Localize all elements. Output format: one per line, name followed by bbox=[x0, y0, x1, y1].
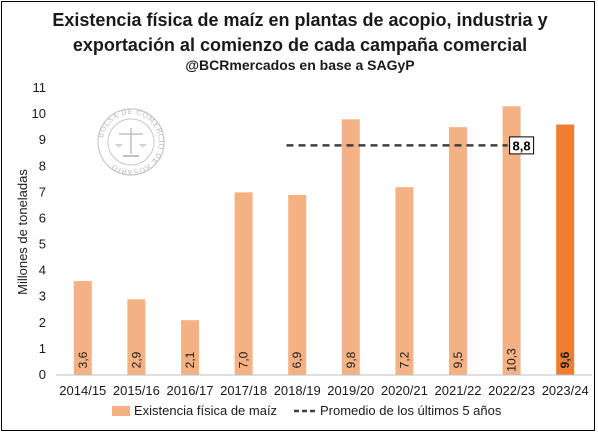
y-tick-label: 7 bbox=[39, 184, 46, 199]
bar-2016-17 bbox=[181, 320, 199, 375]
bar-data-label: 9,6 bbox=[558, 351, 572, 368]
y-tick-label: 11 bbox=[33, 80, 47, 95]
legend-label-average: Promedio de los últimos 5 años bbox=[320, 403, 502, 418]
bcr-seal-watermark: BOLSA DE COMERCIO DE ROSARIO bbox=[97, 108, 165, 176]
y-tick-label: 3 bbox=[39, 289, 46, 304]
legend-swatch-bar bbox=[112, 406, 130, 416]
seal-emblem-pan-left bbox=[115, 144, 123, 147]
y-tick-label: 1 bbox=[39, 341, 46, 356]
bar-data-label: 2,9 bbox=[129, 351, 143, 368]
chart-title-line-1: Existencia física de maíz en plantas de … bbox=[52, 10, 547, 30]
x-tick-label: 2020/21 bbox=[381, 383, 428, 398]
bar-2023-24 bbox=[556, 124, 575, 375]
average-value-label: 8,8 bbox=[513, 138, 531, 153]
y-tick-label: 10 bbox=[32, 106, 46, 121]
x-tick-label: 2023/24 bbox=[542, 383, 589, 398]
legend-label-bar: Existencia física de maíz bbox=[134, 403, 277, 418]
bar-data-label: 7,2 bbox=[397, 351, 411, 368]
bar-2019-20 bbox=[341, 119, 360, 376]
bar-2022-23 bbox=[502, 106, 521, 375]
bar-data-label: 6,9 bbox=[290, 351, 304, 368]
bar-data-label: 9,5 bbox=[451, 351, 465, 368]
bar-data-label: 9,8 bbox=[344, 351, 358, 368]
y-tick-label: 5 bbox=[39, 237, 46, 252]
y-tick-label: 6 bbox=[39, 210, 46, 225]
chart-legend: Existencia física de maíz Promedio de lo… bbox=[112, 403, 502, 418]
x-tick-label: 2022/23 bbox=[488, 383, 535, 398]
average-line-group: 8,8 bbox=[286, 136, 535, 155]
bar-data-label: 7,0 bbox=[237, 351, 251, 368]
bar-data-label: 2,1 bbox=[183, 351, 197, 368]
x-tick-label: 2017/18 bbox=[220, 383, 267, 398]
y-tick-label: 2 bbox=[39, 315, 46, 330]
bars bbox=[73, 106, 575, 376]
seal-emblem-pan-right bbox=[139, 144, 147, 147]
seal-inner-ring bbox=[107, 118, 155, 166]
bar-2017-18 bbox=[234, 192, 253, 375]
y-tick-label: 9 bbox=[39, 132, 46, 147]
y-tick-label: 8 bbox=[39, 158, 46, 173]
bar-2014-15 bbox=[73, 281, 92, 375]
x-tick-label: 2014/15 bbox=[59, 383, 106, 398]
bar-data-label: 10,3 bbox=[505, 348, 519, 372]
y-axis-title: Millones de toneladas bbox=[15, 169, 30, 295]
bar-2018-19 bbox=[288, 194, 307, 375]
x-tick-label: 2021/22 bbox=[435, 383, 482, 398]
x-tick-label: 2018/19 bbox=[274, 383, 321, 398]
chart-subtitle: @BCRmercados en base a SAGyP bbox=[185, 57, 414, 73]
bar-2015-16 bbox=[127, 299, 146, 375]
bar-2021-22 bbox=[449, 127, 467, 376]
bar-data-label: 3,6 bbox=[76, 351, 90, 368]
chart-title-line-2: exportación al comienzo de cada campaña … bbox=[73, 35, 527, 55]
y-tick-label: 0 bbox=[39, 367, 46, 382]
x-tick-label: 2016/17 bbox=[167, 383, 214, 398]
seal-outer-ring bbox=[97, 108, 165, 176]
bar-data-labels: 3,6 2,9 2,1 7,0 6,9 9,8 7,2 9,5 10,3 9,6 bbox=[76, 348, 572, 372]
x-tick-label: 2015/16 bbox=[113, 383, 160, 398]
bar-2020-21 bbox=[395, 187, 414, 375]
y-axis-ticks: 0 1 2 3 4 5 6 7 8 9 10 11 bbox=[32, 80, 46, 382]
y-tick-label: 4 bbox=[39, 263, 46, 278]
x-axis-ticks: 2014/15 2015/16 2016/17 2017/18 2018/19 2019/… bbox=[59, 383, 588, 398]
x-tick-label: 2019/20 bbox=[327, 383, 374, 398]
average-label-box bbox=[509, 136, 535, 155]
